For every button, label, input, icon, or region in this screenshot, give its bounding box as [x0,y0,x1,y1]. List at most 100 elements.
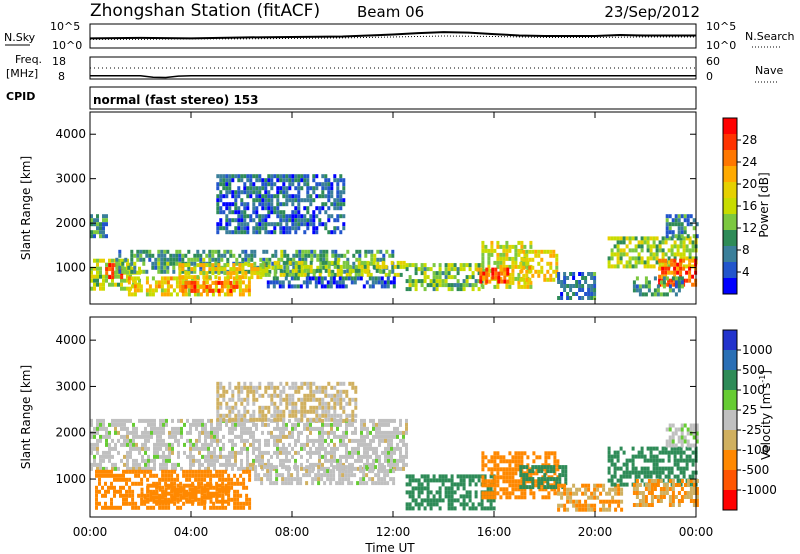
vel-cells-cell [631,470,635,475]
vel-cells-cell [182,487,186,492]
vel-cells-cell [240,426,243,431]
power-cells-cell [302,280,306,285]
vel-cells-cell [566,495,570,500]
power-cells-cell [374,276,378,281]
power-cells-cell [124,257,128,262]
power-cells-cell [178,271,182,276]
power-cells-cell [382,269,386,274]
power-cells-cell [252,198,256,203]
vel-cells-cell [336,393,340,398]
power-cells-cell [309,198,313,203]
power-cells-cell [267,230,271,235]
vel-cells-cell [532,471,536,476]
vel-cells-cell [279,438,282,443]
vel-cells-cell [311,465,315,470]
vel-cells-cell [566,507,570,512]
vel-cells-cell [339,434,342,439]
power-cells-cell [569,288,573,292]
power-cells-cell [312,190,316,195]
vel-cells-cell [219,426,222,431]
power-cells-cell [339,264,343,269]
power-cells-cell [607,264,611,269]
vel-cells-cell [291,393,295,398]
power-cells-cell [345,272,349,277]
power-cells-cell [108,263,112,268]
vel-cells-cell [692,435,696,440]
power-cells-cell [677,280,681,285]
vel-cells-cell [447,486,451,491]
vel-cells-cell [216,454,219,459]
vel-cells-cell [248,473,252,478]
vel-cells-cell [179,481,183,486]
vel-cells-cell [144,418,147,423]
vel-cells-cell [209,499,213,504]
power-cells-cell [517,248,521,253]
vel-cells-cell [117,422,120,427]
vel-cells-cell [649,470,653,475]
vel-cells-cell [655,454,659,459]
power-cells-cell [441,283,445,288]
vel-cells-cell [141,442,144,447]
power-cells-cell [223,292,227,297]
power-cells-cell [540,269,544,274]
power-cells-cell [280,257,284,262]
vel-cells-cell [474,474,478,479]
vel-cells-cell [483,474,487,479]
colorbar-swatch [723,390,737,411]
vel-cells-cell [327,450,330,455]
vel-cells-cell [201,454,204,459]
power-cells-cell [136,276,140,281]
power-cells-cell [190,284,194,289]
power-cells-cell [333,230,337,235]
vel-cells-cell [278,473,282,478]
power-cells-cell [628,260,632,265]
vel-cells-cell [213,430,216,435]
vel-cells-cell [405,450,408,455]
power-cells-cell [270,198,274,203]
vel-cells-cell [505,495,509,500]
vel-cells-cell [607,470,611,475]
vel-cells-cell [243,466,246,471]
vel-cells-cell [511,467,515,472]
power-cells-cell [465,279,469,284]
vel-cells-cell [318,434,321,439]
power-cells-cell [303,264,307,269]
power-cells-cell [676,270,680,275]
vel-cells-cell [143,495,147,500]
vel-cells-cell [647,487,651,491]
power-cells-cell [391,253,395,258]
vel-cells-cell [282,458,285,463]
vel-cells-cell [587,483,591,488]
vel-cells-cell [182,473,186,478]
vel-cells-cell [350,481,354,486]
colorbar-tick-label: -1000 [742,483,777,497]
vel-cells-cell [683,435,687,440]
vel-cells-cell [203,473,207,478]
vel-cells-cell [161,477,165,482]
vel-cells-cell [306,442,309,447]
vel-cells-cell [203,487,207,492]
vel-cells-cell [131,489,135,494]
vel-cells-cell [359,465,363,470]
vel-cells-cell [261,405,265,410]
vel-cells-cell [312,442,315,447]
power-cells-cell [154,261,158,266]
power-cells-cell [166,288,170,293]
vel-cells-cell [300,397,304,402]
vel-cells-cell [689,495,693,499]
power-cells-cell [247,269,251,274]
vel-cells-cell [189,446,192,451]
vel-cells-cell [195,442,198,447]
power-cells-cell [508,248,512,253]
vel-cells-cell [659,479,663,483]
vel-cells-cell [122,469,125,474]
power-cells-cell [220,288,224,293]
vel-cells-cell [653,479,657,483]
vel-cells-cell [408,506,412,511]
power-cells-cell [327,268,331,273]
power-cells-cell [279,174,283,179]
vel-cells-cell [676,458,680,463]
vel-cells-cell [294,401,298,406]
power-cells-cell [677,214,681,219]
